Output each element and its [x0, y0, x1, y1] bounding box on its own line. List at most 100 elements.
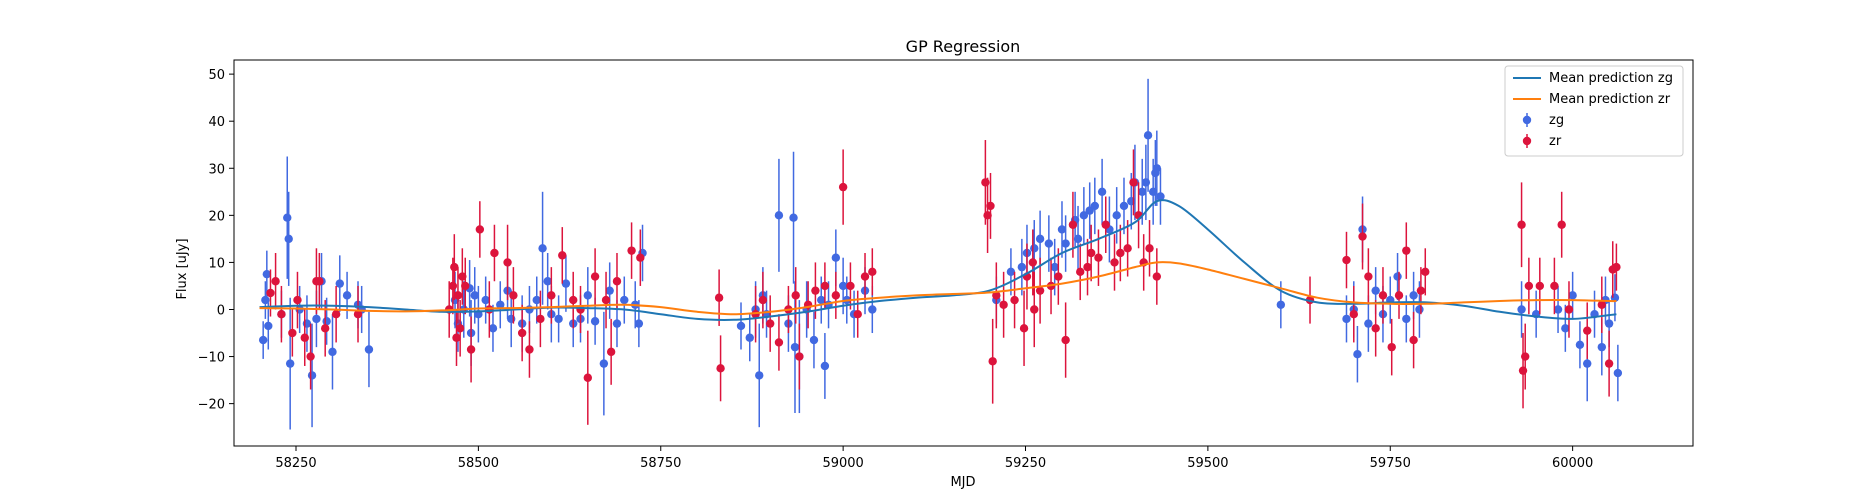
data-point-zr [1152, 272, 1162, 281]
data-point-zg [312, 314, 321, 324]
y-axis-ticks: −20 −10 0 10 20 30 40 50 [198, 68, 234, 413]
data-point-zr [992, 291, 1001, 300]
data-point-zg [1044, 239, 1054, 248]
series-zr [266, 140, 1621, 425]
x-tick-label: 58250 [275, 456, 316, 471]
data-point-zr [1129, 178, 1138, 187]
data-point-zr [791, 291, 800, 300]
data-point-zg [561, 279, 571, 288]
data-point-zg [1402, 314, 1411, 324]
data-point-zg [307, 371, 317, 380]
data-point-zg [328, 347, 337, 357]
data-point-zr [448, 281, 458, 291]
data-point-zg [283, 213, 292, 222]
data-point-zr [1030, 305, 1039, 314]
data-point-zr [320, 324, 330, 333]
x-axis-ticks: 58250 58500 58750 59000 59250 59500 59750 60000 [275, 446, 1593, 471]
data-point-zr [1094, 253, 1103, 262]
data-point-zg [599, 359, 609, 368]
data-point-zr [627, 246, 636, 255]
data-point-zg [745, 333, 754, 342]
series-zg [258, 78, 1623, 430]
data-point-zg [1090, 201, 1100, 211]
y-tick-label: −10 [198, 351, 225, 366]
y-tick-label: 40 [208, 115, 225, 130]
data-point-zr [1110, 258, 1119, 267]
data-point-zg [1276, 300, 1286, 309]
legend-swatch-zg [1522, 113, 1532, 127]
data-point-zr [988, 357, 997, 366]
data-point-zg [543, 277, 552, 286]
data-point-zr [1342, 255, 1351, 265]
data-point-zg [1575, 340, 1585, 349]
data-point-zr [536, 314, 545, 324]
data-point-zg [1073, 234, 1083, 244]
data-point-zr [453, 291, 463, 300]
data-point-zr [1371, 324, 1380, 333]
data-point-zg [736, 321, 746, 331]
data-point-zg [605, 286, 614, 295]
data-point-zr [277, 309, 286, 319]
data-point-zg [1553, 305, 1563, 314]
data-point-zr [271, 277, 280, 286]
data-point-zr [868, 267, 877, 277]
data-point-zg [496, 300, 505, 309]
x-axis-label: MJD [950, 475, 975, 490]
data-point-zg [1138, 187, 1147, 197]
data-point-zg [817, 295, 826, 305]
data-point-zr [300, 333, 309, 342]
x-tick-label: 59500 [1187, 456, 1228, 471]
data-point-zg [612, 319, 622, 328]
data-point-zr [1086, 248, 1096, 258]
data-point-zg [507, 314, 516, 324]
data-point-zg [1353, 350, 1362, 359]
data-point-zg [1597, 342, 1607, 352]
data-point-zg [1568, 291, 1577, 300]
legend: Mean prediction zg Mean prediction zr zg… [1504, 65, 1684, 157]
data-point-zr [838, 182, 848, 192]
data-point-zg [261, 295, 270, 305]
data-point-zr [455, 324, 465, 333]
data-point-zr [306, 352, 315, 361]
data-point-zg [838, 281, 848, 291]
data-point-zg [634, 319, 644, 328]
data-point-zr [1604, 359, 1614, 368]
x-tick-label: 58500 [458, 456, 499, 471]
data-point-zr [811, 286, 820, 295]
data-point-zr [466, 345, 476, 354]
data-point-zg [1604, 319, 1614, 328]
data-point-zr [1101, 220, 1110, 229]
data-points [258, 78, 1623, 430]
data-point-zr [485, 305, 494, 314]
y-tick-label: 30 [208, 162, 225, 177]
data-point-zr [860, 272, 870, 281]
data-point-zr [450, 262, 459, 272]
data-point-zr [509, 291, 518, 300]
data-point-zg [322, 317, 331, 326]
data-point-zr [1421, 267, 1430, 277]
data-point-zg [1006, 267, 1016, 277]
x-tick-label: 60000 [1552, 456, 1593, 471]
data-point-zr [331, 309, 341, 319]
data-point-zr [1083, 262, 1092, 272]
y-axis-label: Flux [uJy] [175, 238, 190, 299]
data-point-zr [461, 281, 470, 291]
data-point-zg [1057, 225, 1067, 234]
data-point-zg [1097, 187, 1107, 197]
data-point-zr [1061, 335, 1070, 345]
data-point-zg [1079, 211, 1089, 220]
chart-title: GP Regression [906, 37, 1021, 56]
data-point-zg [1583, 359, 1592, 368]
data-point-zr [1349, 309, 1358, 319]
data-point-zg [538, 244, 547, 253]
data-point-zr [606, 347, 616, 357]
data-point-zr [1557, 220, 1566, 229]
legend-label-zr: zr [1549, 134, 1562, 149]
plot-area [258, 78, 1623, 430]
mean-prediction-lines [259, 199, 1617, 321]
data-point-zr [820, 281, 830, 291]
data-point-zr [1387, 342, 1396, 352]
data-point-zg [554, 314, 563, 324]
data-point-zg [1050, 262, 1059, 272]
